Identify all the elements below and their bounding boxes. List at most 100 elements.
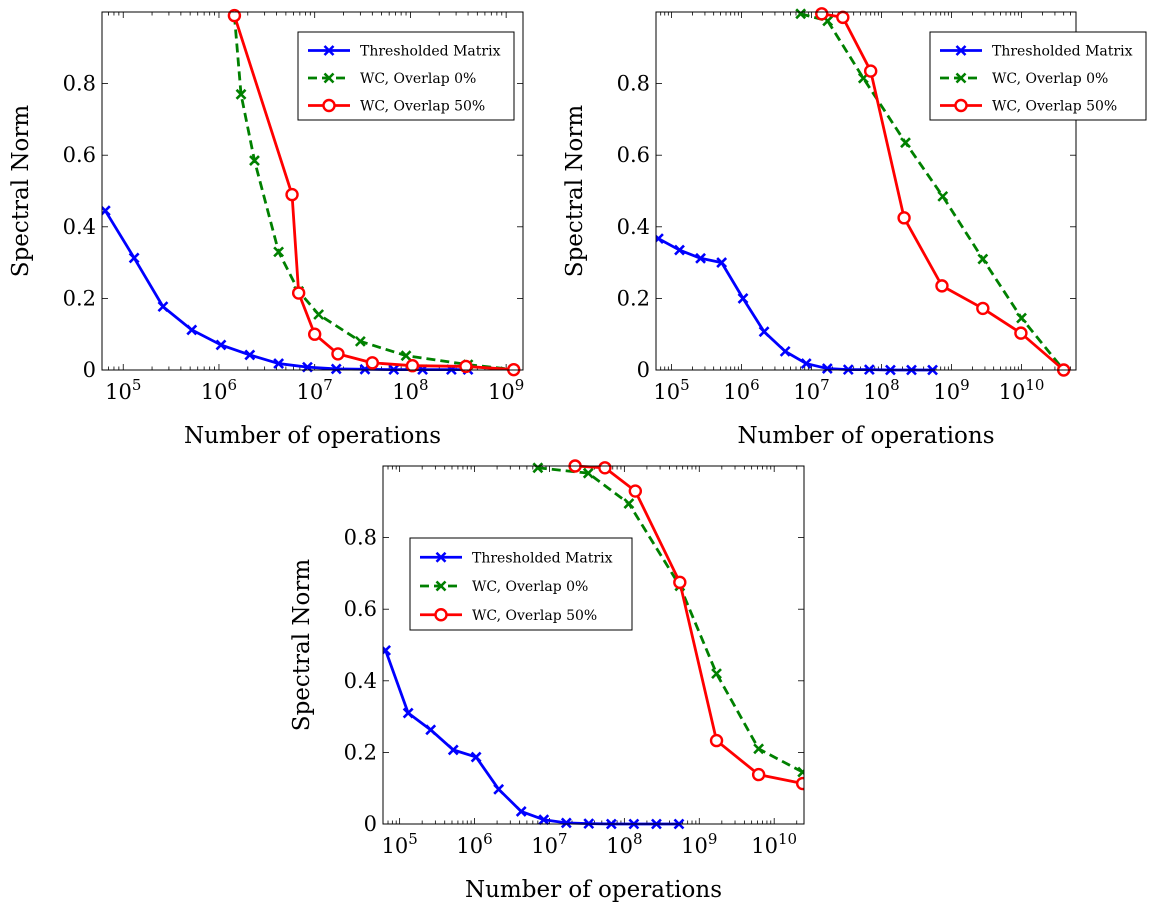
legend-label: WC, Overlap 0% — [992, 71, 1108, 87]
x-tick-label: 107 — [793, 376, 829, 404]
plot-area — [383, 459, 804, 830]
legend-label: WC, Overlap 50% — [992, 99, 1117, 115]
data-point — [779, 345, 791, 357]
data-point — [470, 751, 482, 763]
x-tick-label: 109 — [933, 376, 969, 404]
y-tick-label: 0.6 — [617, 143, 650, 167]
data-point — [628, 484, 643, 498]
data-point — [402, 707, 414, 719]
y-tick-label: 0.4 — [63, 215, 96, 239]
legend-marker — [435, 580, 447, 592]
plot-area — [102, 8, 521, 377]
legend-label: Thresholded Matrix — [472, 550, 613, 566]
y-tick-label: 0 — [83, 358, 96, 382]
series-line-2 — [800, 12, 1065, 371]
data-point — [400, 350, 412, 362]
data-point — [313, 309, 325, 320]
data-point — [695, 252, 706, 264]
data-point — [365, 356, 380, 370]
legend-marker — [955, 72, 967, 84]
data-point — [753, 743, 765, 755]
data-point — [863, 64, 878, 78]
data-point — [215, 339, 227, 351]
legend-label: WC, Overlap 50% — [360, 99, 485, 115]
data-point — [249, 155, 260, 166]
data-point — [331, 347, 345, 361]
data-point — [598, 461, 612, 475]
x-tick-label: 108 — [606, 830, 642, 858]
data-point — [1014, 326, 1028, 340]
x-axis-label: Number of operations — [465, 877, 722, 903]
data-point — [711, 668, 722, 680]
data-point — [560, 817, 572, 829]
data-point — [758, 326, 770, 338]
y-axis-label: Spectral Norm — [289, 559, 315, 732]
data-point — [532, 462, 544, 474]
data-point — [623, 498, 635, 510]
data-point — [795, 776, 804, 791]
data-point — [244, 349, 256, 361]
data-point — [900, 137, 911, 149]
data-point — [273, 246, 285, 258]
data-point — [582, 467, 594, 479]
data-point — [493, 783, 505, 795]
y-axis-label: Spectral Norm — [562, 105, 588, 278]
legend-marker — [955, 45, 967, 56]
x-tick-label: 105 — [105, 376, 141, 404]
x-tick-label: 107 — [297, 376, 333, 404]
legend-marker — [322, 98, 336, 113]
y-tick-label: 0.2 — [617, 286, 650, 310]
x-axis-label: Number of operations — [737, 423, 994, 449]
legend-marker — [434, 608, 448, 622]
axis-frame — [382, 465, 805, 825]
data-point — [673, 575, 687, 590]
x-tick-label: 109 — [681, 830, 717, 858]
data-point — [977, 253, 989, 265]
legend: Thresholded Matrix WC, Overlap 0% WC, Over… — [929, 31, 1147, 121]
legend-marker — [323, 45, 335, 56]
x-tick-label: 107 — [531, 830, 567, 858]
data-point — [797, 766, 804, 778]
legend-label: Thresholded Matrix — [360, 44, 501, 60]
axis-frame — [101, 11, 524, 371]
data-point — [709, 733, 724, 748]
data-point — [656, 233, 664, 245]
data-point — [447, 744, 459, 756]
data-point — [354, 335, 366, 347]
series-line-3 — [821, 12, 1065, 372]
x-tick-label: 108 — [863, 376, 899, 404]
x-tick-label: 106 — [201, 376, 237, 404]
data-point — [330, 363, 342, 375]
data-point — [1016, 312, 1027, 324]
data-point — [307, 327, 322, 341]
data-point — [227, 8, 242, 23]
y-tick-label: 0.2 — [63, 286, 96, 310]
y-tick-label: 0.8 — [63, 72, 96, 96]
x-tick-label: 105 — [381, 830, 417, 858]
data-point — [157, 301, 169, 313]
data-point — [674, 244, 685, 256]
data-point — [935, 279, 949, 293]
chart-3: 105 106 107 108 109 1010 0 0.2 0.4 0.6 0.8 Number o… — [289, 459, 805, 903]
data-point — [538, 814, 550, 826]
data-point — [897, 211, 911, 225]
data-point — [515, 806, 527, 817]
data-point — [737, 292, 749, 304]
data-point — [383, 644, 392, 656]
legend: Thresholded Matrix WC, Overlap 0% WC, Over… — [297, 31, 515, 121]
x-tick-label: 1010 — [999, 376, 1045, 404]
data-point — [235, 88, 247, 100]
x-axis-label: Number of operations — [184, 423, 441, 449]
legend-label: WC, Overlap 0% — [472, 579, 588, 595]
data-point — [186, 324, 198, 336]
y-tick-label: 0.6 — [344, 597, 377, 621]
series-line-1 — [104, 209, 469, 372]
x-tick-label: 108 — [392, 376, 428, 404]
x-minor-ticks — [382, 466, 798, 824]
x-tick-label: 1010 — [751, 830, 797, 858]
legend-marker — [435, 551, 447, 563]
data-point — [815, 7, 829, 21]
chart-1: 105 106 107 108 109 0 0.2 0.4 0.6 0.8 Number of op… — [8, 8, 524, 449]
legend-label: Thresholded Matrix — [992, 44, 1133, 60]
chart-2: 105 106 107 108 109 1010 0 0.2 0.4 0.6 0.8 Number o… — [562, 7, 1147, 449]
